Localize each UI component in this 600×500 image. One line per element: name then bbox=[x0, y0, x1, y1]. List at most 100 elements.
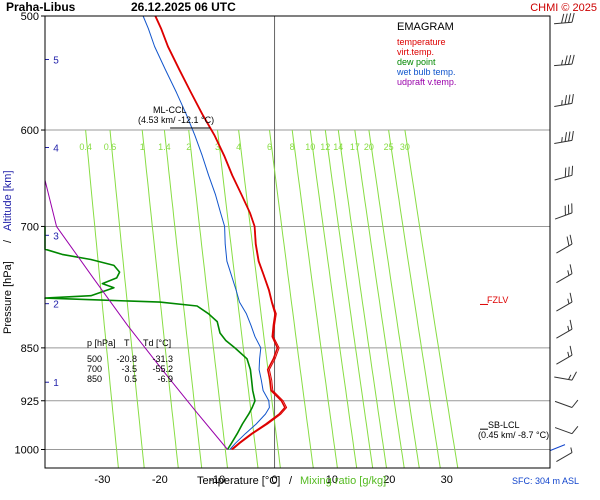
wind-barb-half-feather bbox=[567, 298, 570, 304]
mixing-ratio-label: 17 bbox=[350, 142, 360, 152]
mixing-ratio-label: 6 bbox=[267, 142, 272, 152]
wind-barb-feather bbox=[571, 54, 575, 65]
mixing-ratio-line bbox=[388, 129, 441, 469]
mixing-ratio-line bbox=[324, 129, 374, 469]
wind-barb-feather bbox=[571, 203, 573, 213]
wind-barb-feather bbox=[564, 167, 567, 178]
wind-barb-half-feather bbox=[561, 59, 564, 66]
mixing-ratio-label: 1.4 bbox=[158, 142, 171, 152]
mixing-ratio-line bbox=[109, 129, 145, 469]
mixing-ratio-label: 4 bbox=[236, 142, 241, 152]
wind-barb-feather bbox=[564, 55, 568, 65]
mixing-ratio-label: 2 bbox=[186, 142, 191, 152]
x-axis-label-mixing: Mixing ratio [g/kg] bbox=[300, 475, 386, 487]
wind-barb-feather bbox=[568, 166, 570, 177]
wind-barb bbox=[554, 54, 575, 67]
wind-barb-half-feather bbox=[567, 351, 570, 358]
x-axis-separator: / bbox=[289, 475, 293, 487]
table-cell: 0.5 bbox=[124, 374, 137, 384]
pressure-tick-label: 1000 bbox=[15, 445, 39, 457]
mixing-ratio-line bbox=[163, 129, 203, 469]
mixing-ratio-line bbox=[217, 129, 259, 469]
y-axis-label-group: Pressure [hPa] / Altitude [km] bbox=[2, 170, 14, 334]
temperature-line bbox=[154, 15, 286, 451]
mixing-ratio-line bbox=[238, 129, 281, 469]
wind-barb-feather bbox=[571, 93, 574, 104]
table-header-t: T bbox=[124, 338, 130, 348]
wind-barb-feather bbox=[564, 13, 568, 23]
station-title: Praha-Libus bbox=[6, 0, 76, 14]
table-cell: -55.2 bbox=[152, 364, 173, 374]
lcl-value: (0.45 km/ -8.7 °C) bbox=[478, 430, 549, 440]
wind-barb-feather bbox=[564, 205, 566, 216]
mixing-ratio-line bbox=[404, 129, 459, 469]
mixing-ratio-label: 0.4 bbox=[79, 142, 92, 152]
wind-barb bbox=[556, 319, 573, 339]
mixing-ratio-line bbox=[354, 129, 405, 469]
mixing-ratio-label: 0.6 bbox=[104, 142, 117, 152]
table-cell: 500 bbox=[87, 354, 102, 364]
altitude-tick-label: 4 bbox=[53, 144, 59, 155]
mixing-ratio-label: 25 bbox=[384, 142, 394, 152]
wind-barb bbox=[554, 371, 577, 381]
wind-barb-feather bbox=[564, 132, 567, 142]
wind-barb bbox=[556, 345, 573, 365]
wind-barb bbox=[554, 165, 574, 181]
temperature-tick-label: 20 bbox=[383, 474, 395, 486]
datetime-title: 26.12.2025 06 UTC bbox=[131, 0, 236, 14]
mixing-ratio-line bbox=[85, 129, 119, 469]
wind-barb-feather bbox=[567, 204, 570, 215]
wind-barb-feather bbox=[569, 264, 573, 274]
temperature-tick-label: -30 bbox=[94, 474, 110, 486]
wind-barb bbox=[554, 203, 573, 220]
wind-barb-feather bbox=[561, 13, 565, 24]
mixing-ratio-label: 3 bbox=[215, 142, 220, 152]
wind-barb-shaft bbox=[554, 400, 573, 408]
mixing-ratio-label: 12 bbox=[320, 142, 330, 152]
altitude-tick-label: 1 bbox=[53, 378, 59, 389]
wind-barb-feather bbox=[568, 131, 571, 142]
wind-barb-half-feather bbox=[561, 136, 563, 143]
wind-barb-feather bbox=[571, 425, 579, 435]
wind-barb-half-feather bbox=[567, 270, 570, 276]
temperature-tick-label: 30 bbox=[441, 474, 453, 486]
wet-bulb-line bbox=[142, 15, 270, 450]
wind-barb-feather bbox=[564, 95, 567, 105]
temperature-tick-label: -20 bbox=[152, 474, 168, 486]
table-cell: 700 bbox=[87, 364, 102, 374]
pressure-tick-label: 700 bbox=[21, 221, 39, 233]
wind-barbs-layer bbox=[554, 12, 579, 463]
wind-barb bbox=[554, 399, 579, 408]
altitude-tick-label: 3 bbox=[53, 231, 59, 242]
series-layer bbox=[44, 15, 288, 451]
wind-barb-half-feather bbox=[570, 447, 573, 453]
table-cell: -3.5 bbox=[121, 364, 137, 374]
wind-barb-feather bbox=[571, 12, 575, 23]
y-axis-label: Pressure [hPa] bbox=[2, 261, 14, 334]
table-header-td: Td [°C] bbox=[143, 338, 171, 348]
data-table: p [hPa] T Td [°C] 500 -20.8 -31.3 700 -3… bbox=[87, 338, 173, 384]
wind-barb-half-feather bbox=[567, 325, 570, 332]
wind-barb-feather bbox=[569, 345, 573, 356]
wind-barb-feather bbox=[566, 236, 570, 246]
ccl-value: (4.53 km/ -12.1 °C) bbox=[138, 115, 214, 125]
wind-barb bbox=[554, 93, 574, 108]
x-axis-label: Temperature [°C] bbox=[197, 475, 280, 487]
mixing-ratio-line bbox=[368, 129, 420, 469]
wind-barb-feather bbox=[569, 292, 573, 303]
mixing-ratio-line bbox=[291, 129, 338, 469]
temperature-tick-label: 0 bbox=[271, 474, 277, 486]
wind-barb-feather bbox=[569, 319, 573, 330]
wind-barb bbox=[554, 130, 574, 145]
mixing-ratio-label: 30 bbox=[400, 142, 410, 152]
wind-barb-feather bbox=[571, 165, 574, 176]
wind-barb-half-feather bbox=[561, 99, 563, 106]
wind-barb-feather bbox=[568, 55, 572, 65]
wind-barb-feather bbox=[571, 371, 577, 381]
mixing-ratio-layer: 0.4 0.6 1 1.4 2 3 4 6 8 10 12 14 17 20 25 30 bbox=[79, 129, 459, 469]
y-axis-separator: / bbox=[2, 239, 14, 243]
wind-barb bbox=[556, 447, 573, 463]
pressure-tick-label: 925 bbox=[21, 396, 39, 408]
wind-barb-shaft bbox=[556, 452, 573, 463]
